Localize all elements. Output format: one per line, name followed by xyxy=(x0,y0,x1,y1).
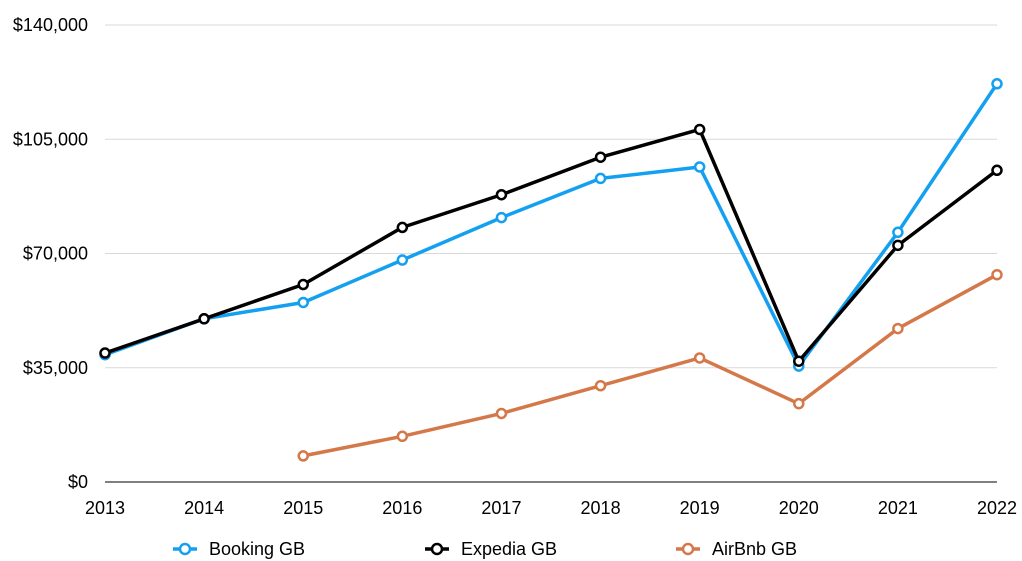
data-point xyxy=(594,172,607,185)
legend-label: Expedia GB xyxy=(461,539,557,559)
data-point xyxy=(198,313,210,325)
x-tick-label: 2022 xyxy=(977,498,1017,518)
series-line xyxy=(104,127,999,363)
y-axis-tick-labels: $0 $35,000 $70,000 $105,000 $140,000 xyxy=(13,15,88,492)
data-point xyxy=(793,397,805,410)
data-point xyxy=(693,123,706,136)
y-tick-label: $105,000 xyxy=(13,129,88,149)
data-point xyxy=(892,239,904,252)
series-lines xyxy=(99,78,1003,462)
data-point xyxy=(693,161,706,173)
data-point xyxy=(396,221,409,234)
data-point xyxy=(495,407,508,420)
series-line xyxy=(302,273,998,458)
data-point xyxy=(991,78,1003,90)
y-tick-label: $70,000 xyxy=(23,244,88,264)
legend-point-marker xyxy=(681,542,695,556)
data-point xyxy=(594,151,607,163)
data-point xyxy=(495,188,508,201)
data-point xyxy=(793,355,805,367)
data-point xyxy=(396,430,409,443)
legend-entry: Booking GB xyxy=(173,539,305,559)
data-point xyxy=(495,211,508,224)
data-point xyxy=(297,278,309,291)
legend-entry: Expedia GB xyxy=(425,539,557,559)
data-point xyxy=(991,268,1003,281)
data-point xyxy=(693,352,706,364)
x-axis-tick-labels: 2013 2014 2015 2016 2017 2018 2019 2020 2021 2022 xyxy=(85,498,1017,518)
series-airbnb-gb xyxy=(297,268,1003,462)
legend-point-marker xyxy=(178,542,192,556)
data-point xyxy=(991,164,1003,177)
y-tick-label: $0 xyxy=(68,472,88,492)
x-tick-label: 2017 xyxy=(481,498,521,518)
data-point xyxy=(99,347,111,359)
x-tick-label: 2018 xyxy=(581,498,621,518)
legend-label: AirBnb GB xyxy=(712,539,797,559)
data-point xyxy=(594,379,607,392)
x-tick-label: 2013 xyxy=(85,498,125,518)
y-tick-label: $35,000 xyxy=(23,358,88,378)
series-expedia-gb xyxy=(99,123,1003,367)
data-point xyxy=(396,254,409,266)
legend-entry: AirBnb GB xyxy=(676,539,797,559)
data-point xyxy=(297,296,309,309)
legend-label: Booking GB xyxy=(209,539,305,559)
x-tick-label: 2019 xyxy=(680,498,720,518)
data-point xyxy=(892,226,904,239)
series-line xyxy=(104,82,999,368)
x-tick-label: 2015 xyxy=(283,498,323,518)
x-tick-label: 2016 xyxy=(382,498,422,518)
series-booking-gb xyxy=(99,78,1003,372)
legend: Booking GB Expedia GB AirBnb GB xyxy=(173,539,797,559)
data-point xyxy=(892,322,904,335)
x-tick-label: 2021 xyxy=(878,498,918,518)
data-point xyxy=(297,450,309,462)
gridlines xyxy=(105,24,997,483)
y-tick-label: $140,000 xyxy=(13,15,88,35)
legend-point-marker xyxy=(430,542,444,556)
x-tick-label: 2014 xyxy=(184,498,224,518)
x-tick-label: 2020 xyxy=(779,498,819,518)
